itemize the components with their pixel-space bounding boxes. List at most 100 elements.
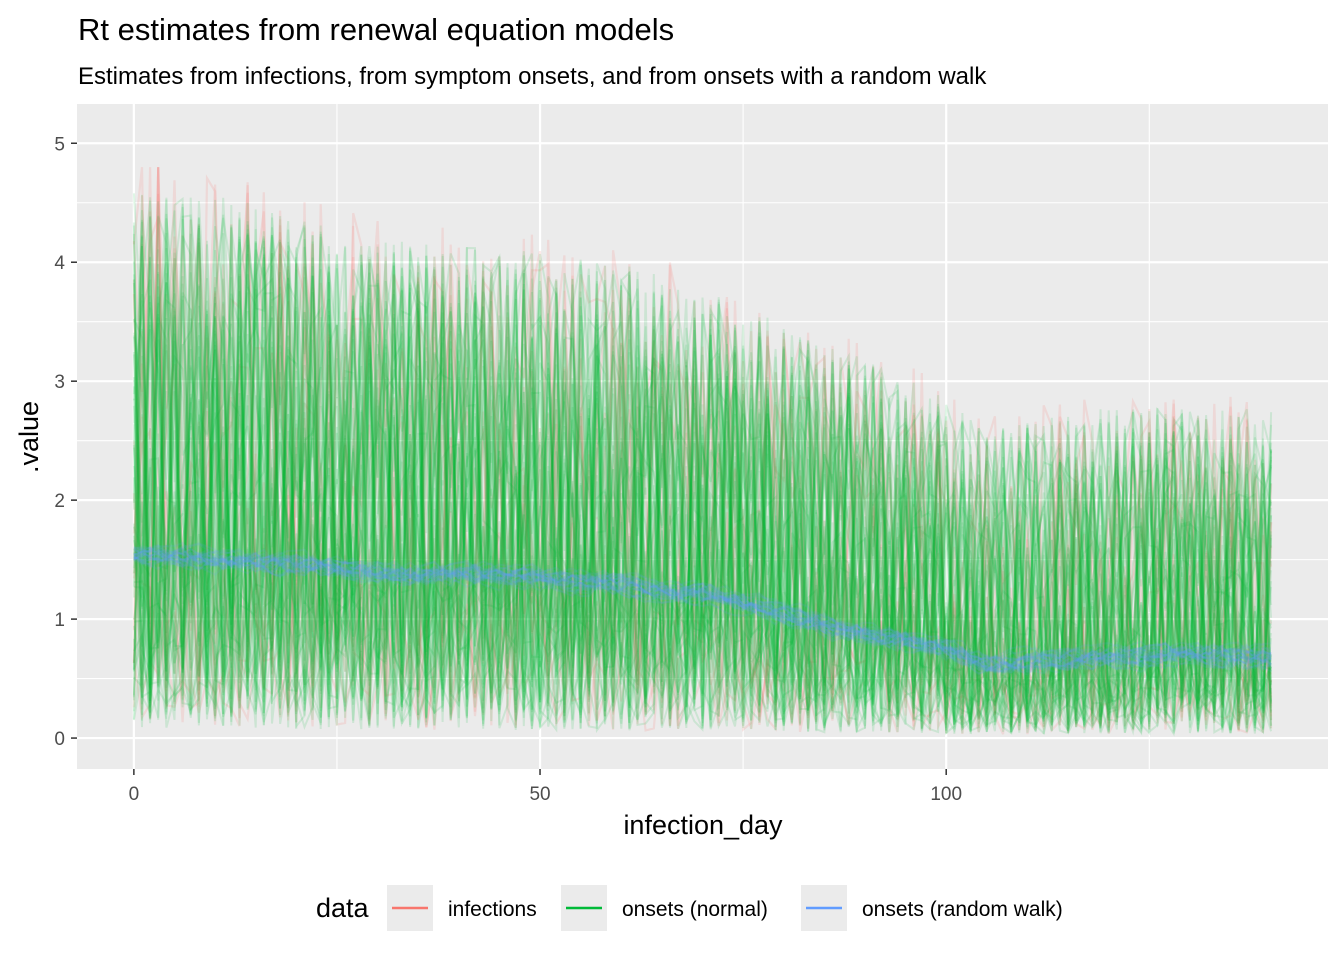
sample-line [133,554,1272,676]
sample-line [133,545,1272,675]
sample-line [132,197,1273,729]
sample-line [132,226,1273,735]
sample-line [132,167,1273,732]
sample-line [132,219,1273,733]
sample-line [133,545,1272,669]
sample-line [133,553,1272,676]
sample-line [133,549,1272,667]
sample-line [133,545,1272,674]
sample-line [132,246,1273,733]
sample-line [133,197,1273,732]
sample-line [133,547,1272,673]
sample-line [133,552,1272,670]
sample-line [132,192,1273,733]
sample-line [132,236,1273,736]
sample-line [132,225,1273,731]
sample-line [132,255,1273,735]
sample-line [132,240,1273,734]
sample-line [133,547,1272,668]
sample-line [133,547,1272,673]
sample-line [132,192,1273,731]
sample-line [133,552,1272,672]
sample-line [132,218,1273,735]
sample-line [133,547,1272,674]
sample-line [133,551,1272,671]
sample-line [132,204,1273,733]
legend-item-onsets-random-walk: onsets (random walk) [801,885,1063,931]
sample-line [132,196,1273,733]
sample-line [132,222,1272,735]
y-axis: 0 1 2 3 4 5 [54,134,77,750]
legend-label-onsets-normal: onsets (normal) [622,898,768,921]
legend-title: data [316,893,370,923]
sample-line [132,202,1273,728]
series-layer [132,166,1273,737]
sample-line [133,546,1272,674]
sample-line [132,210,1273,736]
sample-line [133,551,1272,674]
sample-line [132,280,1273,733]
sample-line [132,199,1273,734]
legend-item-onsets-normal: onsets (normal) [561,885,768,931]
sample-line [132,199,1273,734]
sample-line [132,218,1273,733]
sample-line [133,246,1273,734]
sample-line [132,217,1273,734]
sample-line [132,244,1273,731]
y-axis-title: .value [14,401,44,473]
chart-subtitle: Estimates from infections, from symptom … [78,63,987,90]
sample-line [132,246,1273,732]
sample-line [132,167,1273,731]
x-tick-label: 0 [129,784,140,805]
sample-line [132,234,1273,734]
sample-line [132,274,1273,733]
sample-line [132,193,1273,733]
sample-line [132,232,1273,734]
sample-line [133,552,1272,673]
series-onsets-normal [132,193,1273,737]
x-axis-title: infection_day [623,810,783,840]
y-tick-label: 4 [54,253,65,274]
sample-line [132,166,1273,733]
sample-line [132,202,1273,735]
sample-line [133,548,1272,671]
sample-line [133,550,1272,671]
sample-line [132,239,1273,723]
legend-label-onsets-random-walk: onsets (random walk) [862,898,1063,921]
legend: data infections onsets (normal) onsets (… [316,885,1063,931]
sample-line [133,543,1272,672]
sample-line [132,289,1273,735]
x-tick-label: 50 [529,784,550,805]
sample-line [132,167,1273,734]
sample-line [133,552,1272,670]
series-onsets-random-walk [133,541,1272,676]
sample-line [132,218,1273,736]
series-infections [132,166,1273,735]
sample-line [132,240,1273,726]
sample-line [132,182,1273,733]
sample-line [133,545,1272,672]
x-tick-label: 100 [930,784,962,805]
y-tick-label: 5 [54,134,65,155]
sample-line [132,257,1273,735]
sample-line [133,541,1272,662]
sample-line [132,240,1273,731]
sample-line [132,194,1273,734]
y-tick-label: 3 [54,372,65,393]
sample-line [133,546,1272,671]
chart-title: Rt estimates from renewal equation model… [78,12,674,47]
legend-item-infections: infections [387,885,537,931]
sample-line [132,210,1273,733]
sample-line [133,549,1272,675]
sample-line [132,213,1273,736]
sample-line [132,174,1273,734]
y-tick-label: 0 [54,729,65,750]
sample-line [132,264,1273,737]
sample-line [132,167,1273,735]
sample-line [133,545,1272,666]
minor-gridlines [77,104,1328,769]
sample-line [132,221,1273,732]
sample-line [132,219,1273,734]
sample-line [133,217,1273,733]
